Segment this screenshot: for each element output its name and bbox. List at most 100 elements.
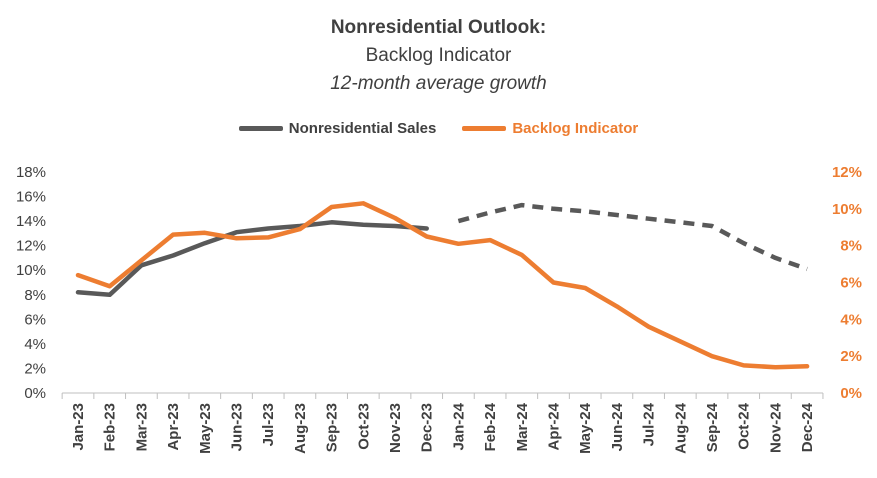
point-backlog-indicator bbox=[742, 363, 746, 367]
y-left-tick-label: 10% bbox=[16, 262, 46, 279]
y-right-tick-label: 10% bbox=[832, 201, 862, 218]
point-nonresidential-sales-forecast bbox=[552, 207, 556, 211]
y-left-tick-label: 6% bbox=[24, 311, 46, 328]
point-backlog-indicator bbox=[203, 231, 207, 235]
legend-item-backlog: Backlog Indicator bbox=[462, 120, 638, 137]
point-backlog-indicator bbox=[171, 233, 175, 237]
point-nonresidential-sales-forecast bbox=[615, 213, 619, 217]
y-left-tick-label: 8% bbox=[24, 287, 46, 304]
x-tick-label: Jan-24 bbox=[450, 402, 467, 450]
x-tick-label: Apr-23 bbox=[165, 403, 182, 451]
point-backlog-indicator bbox=[805, 364, 809, 368]
point-backlog-indicator bbox=[583, 286, 587, 290]
point-nonresidential-sales-forecast bbox=[520, 203, 524, 207]
point-nonresidential-sales-forecast bbox=[488, 211, 492, 215]
y-left-tick-label: 4% bbox=[24, 336, 46, 353]
x-tick-label: Jun-24 bbox=[609, 402, 626, 451]
point-nonresidential-sales bbox=[203, 241, 207, 245]
point-nonresidential-sales bbox=[171, 253, 175, 257]
x-tick-label: Jun-23 bbox=[229, 403, 246, 451]
x-tick-label: Sep-24 bbox=[704, 402, 721, 452]
y-right-tick-label: 4% bbox=[840, 311, 862, 328]
x-tick-label: Dec-23 bbox=[419, 403, 436, 452]
series-line-nonresidential-sales-forecast bbox=[457, 202, 808, 272]
x-tick-label: May-24 bbox=[577, 402, 594, 454]
x-tick-label: Aug-24 bbox=[672, 402, 689, 453]
point-nonresidential-sales-forecast bbox=[583, 209, 587, 213]
y-right-tick-label: 6% bbox=[840, 275, 862, 292]
point-backlog-indicator bbox=[393, 216, 397, 220]
point-backlog-indicator bbox=[678, 339, 682, 343]
legend-label-sales: Nonresidential Sales bbox=[288, 120, 437, 137]
x-tick-label: Oct-23 bbox=[355, 403, 372, 450]
point-backlog-indicator bbox=[552, 281, 556, 285]
y-right-tick-label: 0% bbox=[840, 385, 862, 402]
point-backlog-indicator bbox=[488, 238, 492, 242]
point-nonresidential-sales-forecast bbox=[805, 267, 809, 271]
point-nonresidential-sales-forecast bbox=[773, 256, 777, 260]
point-backlog-indicator bbox=[330, 205, 334, 209]
point-nonresidential-sales-forecast bbox=[742, 241, 746, 245]
point-backlog-indicator bbox=[425, 234, 429, 238]
point-backlog-indicator bbox=[456, 242, 460, 246]
x-tick-label: Feb-24 bbox=[482, 402, 499, 451]
x-tick-label: May-23 bbox=[197, 403, 214, 454]
point-backlog-indicator bbox=[615, 304, 619, 308]
x-tick-label: Dec-24 bbox=[799, 402, 816, 452]
point-nonresidential-sales bbox=[139, 263, 143, 267]
point-nonresidential-sales bbox=[425, 226, 429, 230]
point-backlog-indicator bbox=[298, 227, 302, 231]
point-backlog-indicator bbox=[235, 236, 239, 240]
point-backlog-indicator bbox=[710, 354, 714, 358]
legend-swatch-sales bbox=[238, 126, 283, 131]
point-backlog-indicator bbox=[266, 235, 270, 239]
y-left-tick-label: 14% bbox=[16, 213, 46, 230]
x-tick-label: Aug-23 bbox=[292, 403, 309, 454]
y-left-tick-label: 18% bbox=[16, 164, 46, 181]
point-nonresidential-sales bbox=[330, 220, 334, 224]
point-backlog-indicator bbox=[361, 201, 365, 205]
y-right-tick-label: 12% bbox=[832, 164, 862, 181]
series-line-backlog-indicator bbox=[75, 201, 810, 370]
legend-item-sales: Nonresidential Sales bbox=[238, 120, 437, 137]
point-nonresidential-sales bbox=[266, 226, 270, 230]
chart-subtitle-italic: 12-month average growth bbox=[330, 73, 547, 94]
point-nonresidential-sales bbox=[361, 223, 365, 227]
y-right-tick-label: 2% bbox=[840, 348, 862, 365]
x-tick-label: Apr-24 bbox=[546, 402, 563, 450]
point-backlog-indicator bbox=[773, 365, 777, 369]
x-tick-label: Sep-23 bbox=[324, 403, 341, 452]
point-backlog-indicator bbox=[520, 253, 524, 257]
point-backlog-indicator bbox=[139, 258, 143, 262]
point-nonresidential-sales-forecast bbox=[678, 220, 682, 224]
x-tick-label: Nov-23 bbox=[387, 403, 404, 453]
point-backlog-indicator bbox=[108, 284, 112, 288]
x-tick-label: Jan-23 bbox=[70, 403, 87, 451]
x-tick-label: Jul-24 bbox=[641, 402, 658, 446]
point-nonresidential-sales bbox=[108, 293, 112, 297]
point-nonresidential-sales bbox=[393, 224, 397, 228]
point-nonresidential-sales-forecast bbox=[710, 224, 714, 228]
point-backlog-indicator bbox=[647, 325, 651, 329]
point-nonresidential-sales bbox=[235, 230, 239, 234]
y-left-tick-label: 12% bbox=[16, 238, 46, 255]
x-tick-label: Nov-24 bbox=[767, 402, 784, 453]
x-tick-label: Mar-23 bbox=[133, 403, 150, 451]
point-nonresidential-sales-forecast bbox=[647, 217, 651, 221]
point-backlog-indicator bbox=[76, 273, 80, 277]
y-left-tick-label: 16% bbox=[16, 189, 46, 206]
point-nonresidential-sales-forecast bbox=[456, 219, 460, 223]
point-nonresidential-sales bbox=[76, 290, 80, 294]
legend-label-backlog: Backlog Indicator bbox=[512, 120, 639, 137]
chart-titles: Nonresidential Outlook: Backlog Indicato… bbox=[0, 14, 877, 98]
x-tick-label: Oct-24 bbox=[736, 402, 753, 449]
chart-title: Nonresidential Outlook: bbox=[330, 17, 547, 38]
x-tick-label: Jul-23 bbox=[260, 403, 277, 446]
y-left-tick-label: 2% bbox=[24, 360, 46, 377]
legend-swatch-backlog bbox=[462, 126, 507, 131]
x-tick-label: Feb-23 bbox=[102, 403, 119, 451]
y-left-tick-label: 0% bbox=[24, 385, 46, 402]
y-right-tick-label: 8% bbox=[840, 238, 862, 255]
series-line-nonresidential-sales bbox=[75, 220, 429, 298]
